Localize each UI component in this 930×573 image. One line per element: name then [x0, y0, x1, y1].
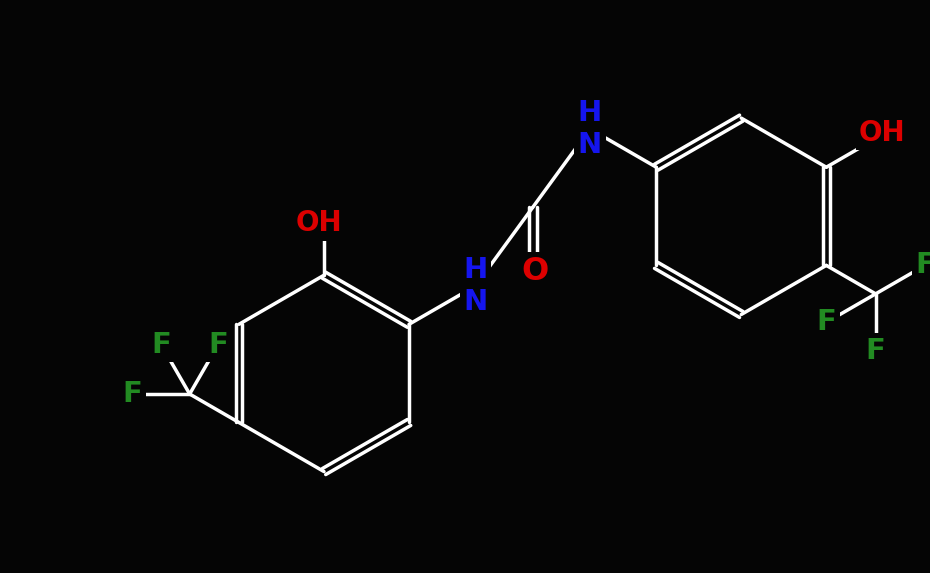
Text: H
N: H N	[578, 99, 602, 159]
Text: OH: OH	[296, 209, 342, 237]
Text: F: F	[915, 252, 930, 280]
Text: F: F	[208, 331, 228, 359]
Text: H
N: H N	[463, 256, 487, 316]
Text: O: O	[521, 256, 548, 286]
Text: OH: OH	[859, 119, 906, 147]
Text: F: F	[817, 308, 836, 336]
Text: F: F	[123, 380, 142, 408]
Text: F: F	[152, 331, 171, 359]
Text: F: F	[866, 337, 885, 365]
